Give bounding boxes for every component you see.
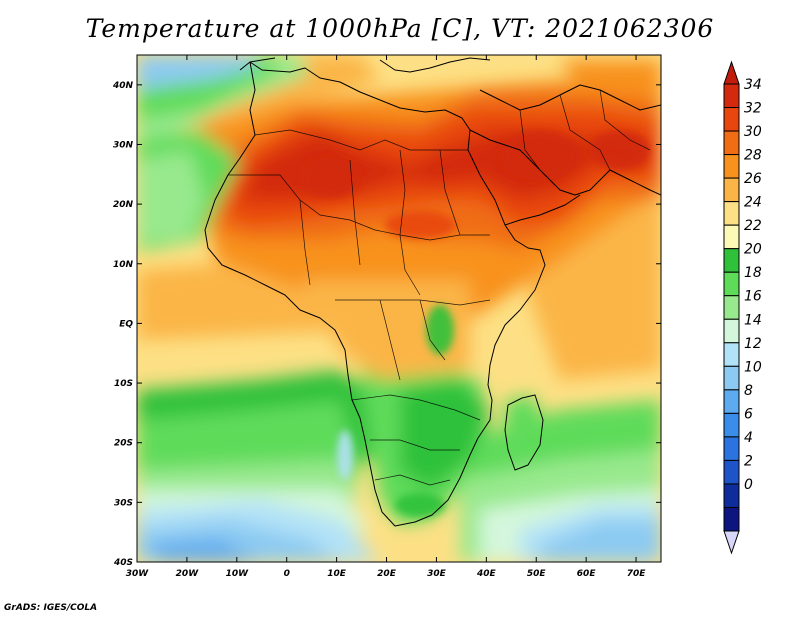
colorbar-swatch bbox=[723, 83, 740, 109]
colorbar-level-label: 6 bbox=[744, 406, 753, 422]
colorbar-swatch bbox=[723, 483, 740, 508]
colorbar-top-arrow bbox=[723, 60, 740, 85]
lon-tick-label: 30E bbox=[427, 569, 447, 579]
colorbar-level-label: 24 bbox=[744, 195, 762, 211]
country-borders bbox=[228, 89, 651, 486]
colorbar-swatch bbox=[723, 318, 740, 344]
lat-tick-label: 30S bbox=[114, 498, 133, 508]
colorbar-level-label: 32 bbox=[744, 101, 762, 117]
lat-tick-label: 20S bbox=[114, 439, 133, 449]
lat-tick-label: 10N bbox=[113, 260, 134, 270]
colorbar-level-label: 12 bbox=[744, 336, 762, 352]
colorbar-swatch bbox=[723, 130, 740, 156]
lon-tick-label: 0 bbox=[284, 569, 290, 579]
colorbar-level-label: 34 bbox=[744, 77, 762, 93]
lon-tick-label: 10W bbox=[226, 569, 250, 579]
colorbar-level-label: 14 bbox=[744, 312, 762, 328]
colorbar-level-label: 20 bbox=[744, 242, 762, 258]
colorbar-swatch bbox=[723, 201, 740, 226]
colorbar-level-label: 28 bbox=[744, 148, 762, 164]
credit-label: GrADS: IGES/COLA bbox=[4, 603, 98, 613]
colorbar-swatch bbox=[723, 248, 740, 273]
colorbar-level-label: 10 bbox=[744, 359, 762, 375]
coastlines bbox=[204, 57, 661, 527]
lon-tick-label: 20W bbox=[176, 569, 200, 579]
colorbar-level-label: 26 bbox=[744, 171, 762, 187]
temperature-field bbox=[137, 55, 661, 562]
colorbar-swatch bbox=[723, 154, 740, 179]
lat-tick-label: 40S bbox=[113, 558, 133, 568]
lat-tick-label: 30N bbox=[113, 140, 134, 150]
colorbar-level-label: 8 bbox=[744, 383, 753, 399]
colorbar-swatch bbox=[723, 107, 740, 132]
colorbar-swatch bbox=[723, 271, 740, 297]
map-axes: 30W 20W 10W 0 10E 20E 30E 40E 50E 60E 70E 40N 30N 20N… bbox=[112, 55, 661, 579]
map-frame bbox=[136, 54, 662, 563]
colorbar-swatch bbox=[723, 224, 740, 250]
colorbar-level-label: 16 bbox=[744, 289, 762, 305]
lon-tick-label: 30W bbox=[126, 569, 150, 579]
colorbar-swatch bbox=[723, 295, 740, 320]
colorbar-bottom-arrow bbox=[723, 530, 740, 555]
colorbar-swatch bbox=[723, 342, 740, 367]
colorbar-level-label: 2 bbox=[744, 453, 753, 469]
colorbar-swatch bbox=[723, 506, 740, 532]
colorbar-level-label: 18 bbox=[744, 265, 762, 281]
lon-tick-label: 70E bbox=[627, 569, 647, 579]
colorbar-swatch bbox=[723, 365, 740, 391]
figure-title: Temperature at 1000hPa [C], VT: 20210623… bbox=[85, 14, 715, 43]
colorbar-swatch bbox=[723, 389, 740, 414]
lon-tick-label: 20E bbox=[377, 569, 397, 579]
colorbar-level-label: 4 bbox=[744, 430, 753, 446]
lat-tick-label: 20N bbox=[113, 200, 134, 210]
lon-tick-label: 50E bbox=[527, 569, 547, 579]
colorbar-level-label: 0 bbox=[744, 477, 753, 493]
lon-tick-label: 10E bbox=[327, 569, 347, 579]
colorbar-level-label: 30 bbox=[744, 124, 762, 140]
colorbar-swatch bbox=[723, 177, 740, 203]
colorbar-swatch bbox=[723, 436, 740, 461]
lat-tick-label: 40N bbox=[112, 81, 134, 91]
lat-tick-label: EQ bbox=[119, 319, 133, 329]
lon-tick-label: 40E bbox=[476, 569, 497, 579]
colorbar-swatch bbox=[723, 459, 740, 485]
colorbar-swatch bbox=[723, 412, 740, 438]
colorbar-level-label: 22 bbox=[744, 218, 762, 234]
lon-tick-label: 60E bbox=[577, 569, 597, 579]
lat-tick-label: 10S bbox=[114, 379, 133, 389]
